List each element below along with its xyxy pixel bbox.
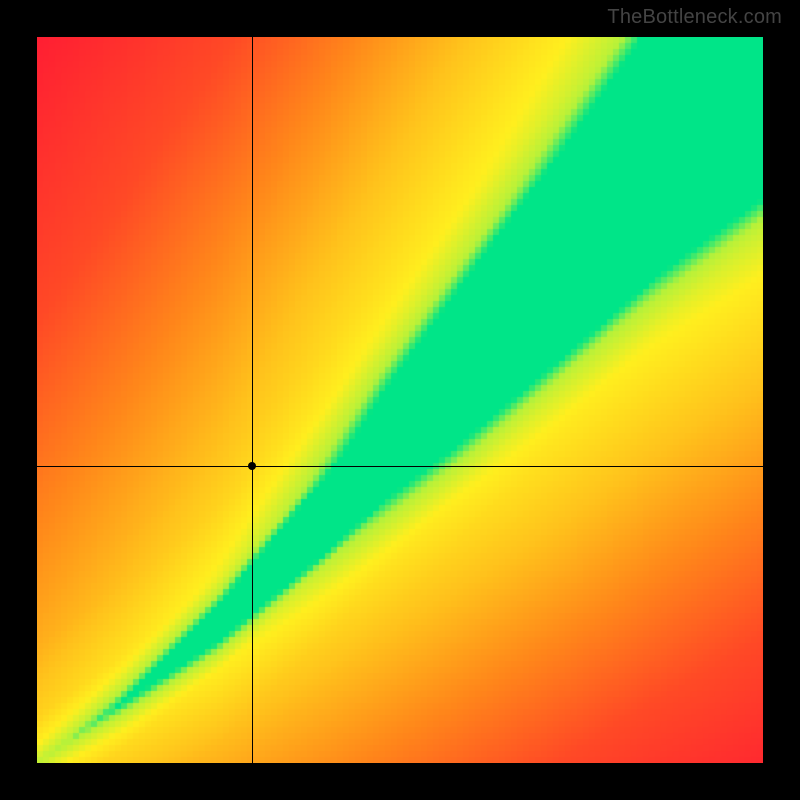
crosshair-marker — [248, 462, 256, 470]
heatmap-canvas — [37, 37, 763, 763]
bottleneck-heatmap — [37, 37, 763, 763]
crosshair-vertical — [252, 37, 253, 763]
watermark-text: TheBottleneck.com — [607, 6, 782, 29]
crosshair-horizontal — [37, 466, 763, 467]
